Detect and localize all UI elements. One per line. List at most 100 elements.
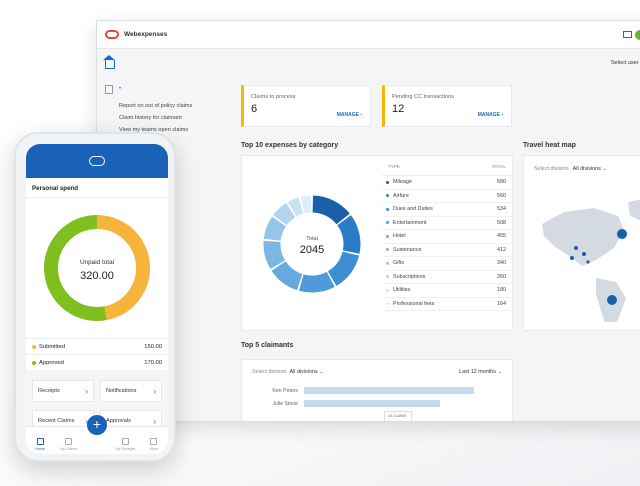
donut-slice[interactable] <box>271 260 303 291</box>
table-row[interactable]: Utilities 180 <box>382 284 514 298</box>
table-row[interactable]: Mileage 580 <box>382 176 514 190</box>
greenland-shape <box>628 199 640 221</box>
table-row[interactable]: Hotel 455 <box>382 230 514 244</box>
donut-slice[interactable] <box>337 215 361 254</box>
heat-point <box>570 256 574 260</box>
table-row[interactable]: Subscriptions 260 <box>382 271 514 284</box>
add-claim-button[interactable]: + <box>87 415 107 435</box>
tile-label: Approvals <box>106 418 131 424</box>
donut-slice[interactable] <box>327 251 360 286</box>
sidebar-link[interactable]: View my teams open claims <box>119 127 189 133</box>
category-name: Entertainment <box>393 219 427 226</box>
submitted-line[interactable]: Submitted 150.00 <box>26 338 168 354</box>
category-total: 180 <box>497 287 506 294</box>
legend-dot <box>386 221 389 225</box>
brand-name: Webexpenses <box>124 31 168 38</box>
category-total: 560 <box>497 192 506 199</box>
claims-to-process-card: Claims to process 6 MANAGE › <box>241 85 371 127</box>
legend-dot <box>386 207 389 211</box>
division-select[interactable]: All divisions <box>289 369 318 375</box>
claimant-bar[interactable] <box>304 400 440 407</box>
nav-home[interactable]: Home <box>28 438 52 451</box>
manage-link[interactable]: MANAGE › <box>478 112 503 118</box>
category-name: Sustenance <box>393 246 422 253</box>
tile-label: Receipts <box>38 388 60 394</box>
category-name: Mileage <box>393 179 412 186</box>
sidebar-link[interactable]: Claim history for claimant <box>119 115 182 121</box>
col-total: TOTAL <box>491 164 506 169</box>
manage-link[interactable]: MANAGE › <box>337 112 362 118</box>
top-bar: Webexpenses <box>97 21 640 49</box>
division-select[interactable]: Select division All divisions ⌄ <box>524 156 640 182</box>
donut-slice[interactable] <box>273 202 296 226</box>
sub-bar: Select user <box>97 49 640 79</box>
nav-label: My Claims <box>60 447 77 451</box>
category-name: Subscriptions <box>393 273 426 280</box>
nav-my-claims[interactable]: My Claims <box>57 438 81 451</box>
table-row[interactable]: Gifts 340 <box>382 257 514 271</box>
select-label: Select division <box>534 166 569 172</box>
nav-my-receipts[interactable]: My Receipts <box>113 438 137 451</box>
expenses-donut-chart: Total 2045 <box>263 195 361 293</box>
nav-more[interactable]: More <box>142 438 166 451</box>
donut-segment-submitted <box>96 215 150 321</box>
more-icon <box>150 438 158 445</box>
table-row[interactable]: Professional fees 164 <box>382 298 514 311</box>
chevron-down-icon: ⌄ <box>602 166 607 172</box>
chevron-right-icon: › <box>501 112 503 118</box>
table-row[interactable]: Entertainment 508 <box>382 217 514 230</box>
heat-point <box>582 252 586 256</box>
top10-title: Top 10 expenses by category <box>241 142 339 149</box>
donut-slice[interactable] <box>312 195 350 225</box>
home-icon[interactable] <box>103 54 115 69</box>
north-america-shape <box>542 208 624 266</box>
user-avatar[interactable] <box>635 30 640 40</box>
select-user-link[interactable]: Select user <box>611 60 639 66</box>
donut-slice[interactable] <box>298 271 335 293</box>
notifications-tile[interactable]: Notifications › <box>100 380 162 402</box>
donut-slice[interactable] <box>287 197 304 217</box>
document-icon <box>105 85 113 94</box>
approved-icon <box>32 360 36 365</box>
kpi-value: 12 <box>392 103 405 115</box>
claimants-card: Select division All divisions ⌄ Last 12 … <box>241 359 513 421</box>
mail-icon[interactable] <box>623 31 632 38</box>
expenses-table: TYPE TOTAL Mileage 580 Airfare 560 Dues and … <box>382 156 514 332</box>
table-row[interactable]: Airfare 560 <box>382 190 514 203</box>
heat-map-title: Travel heat map <box>523 142 576 149</box>
claimant-bar[interactable] <box>304 387 474 394</box>
table-row[interactable]: Dues and Duties 534 <box>382 203 514 217</box>
legend-dot <box>386 275 389 279</box>
donut-slice[interactable] <box>300 195 312 214</box>
legend-dot <box>386 180 389 184</box>
claimant-name: Ken Peters <box>272 387 298 394</box>
tile-label: Notifications <box>106 388 137 394</box>
phone-device: Personal spend Unpaid total 320.00 Submit… <box>14 132 176 462</box>
select-label: Select division <box>252 369 287 375</box>
top10-card: Total 2045 TYPE TOTAL Mileage 580 Airfare 56… <box>241 155 514 332</box>
donut-slice[interactable] <box>263 216 287 242</box>
unpaid-total-value: 320.00 <box>80 270 114 282</box>
receipts-tile[interactable]: Receipts › <box>32 380 94 402</box>
select-value: All divisions <box>572 166 601 172</box>
phone-screen: Personal spend Unpaid total 320.00 Submit… <box>26 144 168 454</box>
chevron-up-icon[interactable]: ⌃ <box>117 86 123 94</box>
claimants-title: Top 5 claimants <box>241 342 294 349</box>
claimants-filters: Select division All divisions ⌄ Last 12 … <box>242 360 512 384</box>
legend-dot <box>386 234 389 238</box>
donut-slice[interactable] <box>263 240 286 270</box>
receipt-icon <box>121 438 129 445</box>
donut-segment-approved <box>44 215 107 321</box>
manage-label: MANAGE <box>477 112 500 118</box>
table-row[interactable]: Sustenance 412 <box>382 244 514 257</box>
chevron-down-icon: ⌄ <box>319 369 324 375</box>
category-name: Professional fees <box>393 300 435 307</box>
submitted-icon <box>32 344 36 349</box>
kpi-label: Claims to process <box>251 94 296 100</box>
period-select[interactable]: Last 12 months <box>459 369 496 375</box>
approved-line[interactable]: Approved 170.00 <box>26 354 168 370</box>
donut-total-value: 2045 <box>300 244 324 256</box>
sidebar-link[interactable]: Report on out of policy claims <box>119 103 193 109</box>
category-name: Airfare <box>393 192 409 199</box>
manage-label: MANAGE <box>336 112 359 118</box>
